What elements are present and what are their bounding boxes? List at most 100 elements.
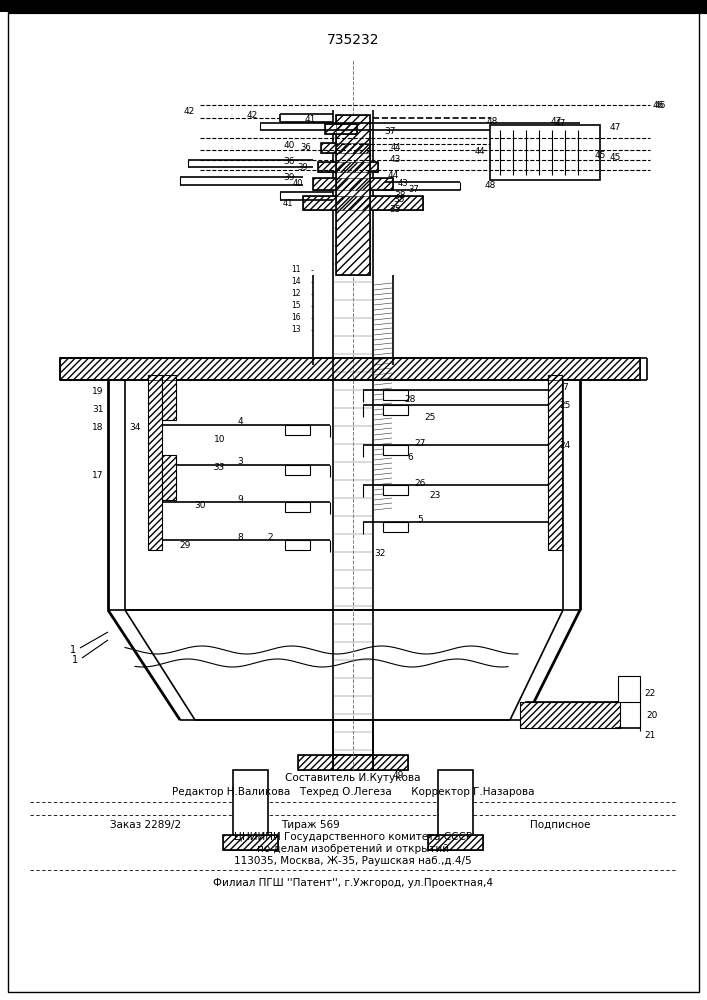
Text: 43: 43 (398, 180, 409, 188)
Text: Заказ 2289/2: Заказ 2289/2 (110, 820, 181, 830)
Bar (162, 455, 176, 500)
Bar (313, 178, 393, 190)
Text: 23: 23 (429, 490, 440, 499)
Text: 27: 27 (414, 438, 426, 448)
Bar (303, 196, 423, 210)
Bar (285, 502, 310, 512)
Text: 4: 4 (237, 418, 243, 426)
Text: 17: 17 (92, 471, 104, 480)
Text: 26: 26 (414, 479, 426, 488)
Text: 19: 19 (92, 387, 104, 396)
Text: 20: 20 (646, 710, 658, 720)
Text: 46: 46 (654, 101, 666, 109)
Text: 5: 5 (417, 516, 423, 524)
Text: 32: 32 (374, 548, 386, 558)
Bar (383, 405, 408, 415)
Text: 39: 39 (284, 174, 295, 182)
Bar (618, 676, 640, 702)
Text: 42: 42 (184, 106, 195, 115)
Bar (548, 375, 562, 550)
Bar (0, 0, 707, 12)
Text: 21: 21 (644, 732, 655, 740)
Bar (60, 358, 640, 380)
Text: Тираж 569: Тираж 569 (281, 820, 339, 830)
Bar (223, 835, 278, 850)
Bar (285, 425, 310, 435)
Text: Редактор Н.Валикова   Техред О.Легеза      Корректор Г.Назарова: Редактор Н.Валикова Техред О.Легеза Корр… (172, 787, 534, 797)
Text: 40: 40 (293, 180, 303, 188)
Text: 7: 7 (562, 383, 568, 392)
Bar (223, 835, 278, 850)
Text: 46: 46 (653, 101, 664, 109)
Text: 47: 47 (550, 117, 561, 126)
Bar (428, 835, 483, 850)
Bar (298, 755, 408, 770)
Bar (233, 770, 268, 850)
Bar (438, 770, 473, 850)
Bar (325, 124, 357, 134)
Text: 25: 25 (424, 414, 436, 422)
Text: 45: 45 (595, 151, 606, 160)
Bar (285, 540, 310, 550)
Bar (318, 162, 378, 172)
Text: 34: 34 (129, 422, 141, 432)
Text: по делам изобретений и открытий: по делам изобретений и открытий (257, 844, 449, 854)
Bar (383, 485, 408, 495)
Text: 10: 10 (214, 436, 226, 444)
Bar (298, 755, 408, 770)
Text: 28: 28 (404, 395, 416, 404)
Text: 41: 41 (283, 198, 293, 208)
Text: 22: 22 (644, 690, 655, 698)
Bar (336, 115, 370, 275)
Text: 8: 8 (237, 534, 243, 542)
Text: 35: 35 (393, 196, 404, 205)
Text: 12: 12 (291, 290, 301, 298)
Text: 1: 1 (72, 655, 78, 665)
Bar (520, 702, 620, 728)
Text: 49: 49 (392, 770, 404, 780)
Text: 6: 6 (407, 452, 413, 462)
Text: Филиал ПГШ ''Патент'', г.Ужгород, ул.Проектная,4: Филиал ПГШ ''Патент'', г.Ужгород, ул.Про… (213, 878, 493, 888)
Text: Составитель И.Кутукова: Составитель И.Кутукова (285, 773, 421, 783)
Bar (318, 162, 378, 172)
Text: 37: 37 (408, 186, 419, 194)
Text: 113035, Москва, Ж-35, Раушская наб.,д.4/5: 113035, Москва, Ж-35, Раушская наб.,д.4/… (234, 856, 472, 866)
Text: 44: 44 (387, 170, 399, 180)
Text: 33: 33 (214, 462, 226, 472)
Text: 47: 47 (554, 119, 566, 128)
Bar (162, 375, 176, 420)
Text: 48: 48 (486, 117, 498, 126)
Text: 24: 24 (559, 440, 571, 450)
Bar (60, 358, 640, 380)
Text: 30: 30 (194, 500, 206, 510)
Text: 39: 39 (298, 162, 308, 172)
Bar (321, 143, 369, 153)
Bar (285, 465, 310, 475)
Bar (148, 375, 162, 550)
Text: 36: 36 (284, 157, 295, 166)
Bar (520, 702, 620, 728)
Bar (333, 755, 373, 770)
Text: 31: 31 (92, 406, 104, 414)
Bar (383, 522, 408, 532)
Text: 1: 1 (70, 645, 76, 655)
Text: 44: 44 (391, 143, 402, 152)
Text: 41: 41 (304, 115, 316, 124)
Text: 37: 37 (384, 127, 396, 136)
Bar (428, 835, 483, 850)
Text: 2: 2 (267, 534, 273, 542)
Bar (162, 375, 176, 420)
Bar (490, 125, 600, 180)
Bar (321, 143, 369, 153)
Bar (313, 178, 393, 190)
Text: 36: 36 (300, 143, 311, 152)
Text: 11: 11 (291, 265, 301, 274)
Text: 25: 25 (559, 400, 571, 410)
Text: 13: 13 (291, 326, 301, 334)
Text: 42: 42 (247, 111, 258, 120)
Bar (303, 196, 423, 210)
Text: 3: 3 (237, 458, 243, 466)
Text: 44: 44 (474, 147, 485, 156)
Text: Подписное: Подписное (530, 820, 590, 830)
Text: 43: 43 (390, 155, 401, 164)
